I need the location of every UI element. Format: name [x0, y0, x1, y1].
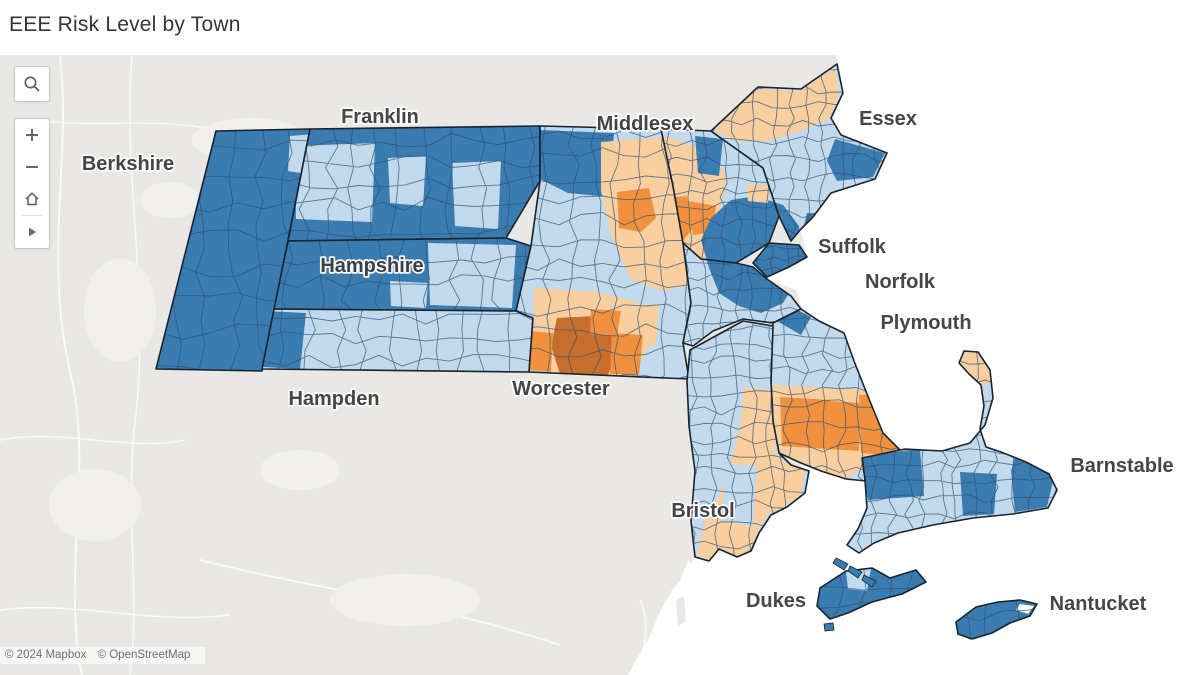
- county-label-essex: Essex: [859, 108, 917, 130]
- county-label-hampshire: Hampshire: [320, 255, 423, 277]
- mapbox-attribution-link[interactable]: © 2024 Mapbox: [5, 649, 87, 661]
- small-island-0[interactable]: [823, 622, 835, 632]
- town-borders-hampden: [262, 309, 533, 372]
- osm-attribution-link[interactable]: © OpenStreetMap: [97, 649, 191, 661]
- triangle-right-icon: [25, 225, 39, 239]
- county-labels: Berkshire Franklin Middlesex Essex Hampshire…: [80, 104, 1175, 617]
- toolbar-expand-button[interactable]: [15, 216, 49, 248]
- small-island-3[interactable]: [861, 574, 877, 588]
- county-label-worcester: Worcester: [512, 378, 610, 400]
- county-label-franklin: Franklin: [341, 106, 419, 128]
- map-toolbar: [14, 118, 50, 249]
- county-border-essex: [710, 63, 888, 242]
- map-search-button[interactable]: [14, 66, 50, 102]
- page-title: EEE Risk Level by Town: [9, 13, 241, 36]
- plus-icon: [24, 127, 40, 143]
- basemap-texture: [0, 54, 647, 675]
- county-border-barnstable: [846, 350, 1058, 554]
- county-bristol[interactable]: [686, 320, 812, 562]
- county-dukes[interactable]: [816, 567, 927, 620]
- county-label-dukes: Dukes: [746, 590, 806, 612]
- toolbar-divider: [21, 215, 43, 216]
- county-hampden[interactable]: [261, 308, 534, 373]
- county-label-nantucket: Nantucket: [1050, 593, 1147, 615]
- reset-view-button[interactable]: [15, 183, 49, 215]
- county-label-berkshire: Berkshire: [82, 153, 174, 175]
- county-suffolk[interactable]: [701, 196, 808, 313]
- county-border-berkshire: [155, 128, 311, 372]
- map-attribution: © 2024 Mapbox © OpenStreetMap: [0, 647, 206, 664]
- county-label-hampden: Hampden: [288, 388, 379, 410]
- county-border-nantucket: [955, 599, 1038, 640]
- county-border-suffolk: [752, 242, 808, 278]
- county-worcester[interactable]: [515, 125, 727, 385]
- minus-icon: [24, 159, 40, 175]
- magnifier-icon: [23, 75, 41, 93]
- small-island-1[interactable]: [832, 557, 849, 571]
- county-label-bristol: Bristol: [671, 500, 734, 522]
- county-border-franklin: [287, 125, 541, 242]
- bay-island: [676, 596, 686, 626]
- town-borders-franklin: [288, 126, 540, 241]
- home-icon: [23, 190, 41, 208]
- county-label-plymouth: Plymouth: [880, 312, 971, 334]
- header-strip: [0, 0, 1200, 55]
- county-border-bristol: [686, 320, 810, 562]
- zoom-in-button[interactable]: [15, 119, 49, 151]
- zoom-out-button[interactable]: [15, 151, 49, 183]
- county-label-norfolk: Norfolk: [865, 271, 936, 293]
- small-island-2[interactable]: [847, 565, 863, 579]
- county-label-suffolk: Suffolk: [818, 236, 887, 258]
- county-franklin[interactable]: [287, 125, 541, 242]
- county-border-dukes: [816, 567, 927, 620]
- county-label-barnstable: Barnstable: [1070, 455, 1173, 477]
- county-label-middlesex: Middlesex: [597, 113, 694, 135]
